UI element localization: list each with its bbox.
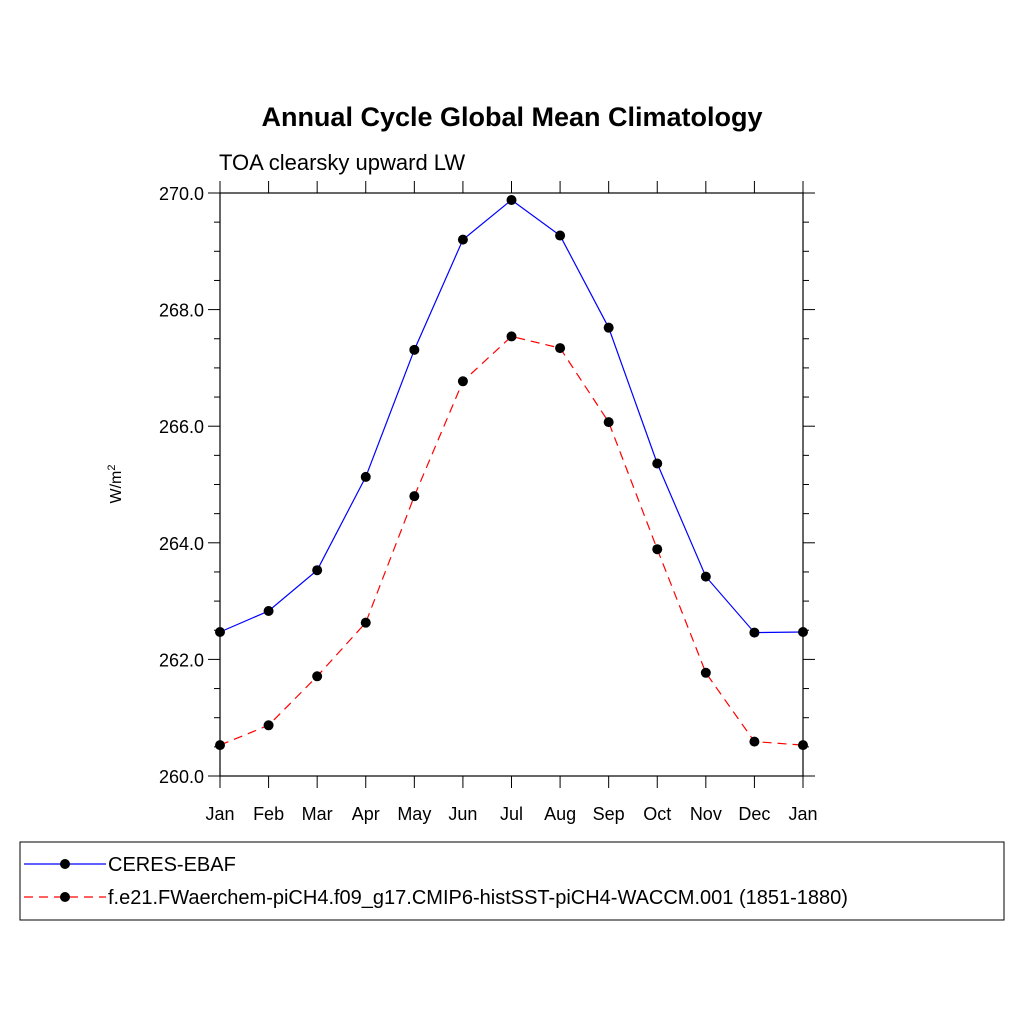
data-point — [652, 458, 663, 469]
data-point — [263, 720, 274, 731]
data-point — [360, 617, 371, 628]
data-point — [749, 736, 760, 747]
y-tick-label: 262.0 — [159, 650, 204, 670]
data-point — [749, 627, 760, 638]
series-line — [219, 199, 804, 634]
data-point — [652, 544, 663, 555]
legend-label: CERES-EBAF — [108, 854, 236, 876]
x-tick-label: Nov — [690, 804, 722, 824]
data-point — [215, 626, 225, 637]
plot-border — [219, 192, 804, 777]
x-tick-label: Apr — [352, 804, 380, 824]
legend-box — [19, 841, 1005, 921]
legend-marker — [60, 892, 70, 902]
x-tick-label: Aug — [544, 804, 576, 824]
data-point — [312, 565, 323, 576]
x-tick-label: Oct — [643, 804, 671, 824]
x-axis: Jan Feb Mar Apr May Jun Jul Aug Sep Oct Nov Dec Jan — [205, 181, 818, 824]
y-axis-label-unit: W/m — [108, 471, 125, 504]
data-point — [555, 230, 566, 241]
data-point — [700, 571, 711, 582]
series-line — [219, 335, 804, 746]
data-point — [506, 331, 517, 342]
x-tick-label: Sep — [593, 804, 625, 824]
legend-label: f.e21.FWaerchem-piCH4.f09_g17.CMIP6-hist… — [108, 887, 848, 909]
data-point — [409, 491, 420, 502]
legend-entry-2: f.e21.FWaerchem-piCH4.f09_g17.CMIP6-hist… — [24, 887, 848, 909]
y-axis: 260.0 262.0 264.0 266.0 268.0 270.0 — [159, 184, 815, 787]
legend-marker — [60, 859, 70, 869]
chart-title: Annual Cycle Global Mean Climatology — [261, 102, 762, 132]
y-axis-label: W/m2 — [106, 465, 125, 504]
data-point — [603, 322, 614, 333]
y-axis-label-superscript: 2 — [106, 465, 118, 471]
data-point — [603, 417, 614, 428]
x-tick-label: Jan — [788, 804, 817, 824]
y-tick-label: 264.0 — [159, 534, 204, 554]
data-point — [360, 471, 371, 482]
x-tick-label: Feb — [253, 804, 284, 824]
x-tick-label: Jun — [448, 804, 477, 824]
x-tick-label: Jan — [205, 804, 234, 824]
data-point — [457, 234, 468, 245]
series-layer — [215, 194, 808, 751]
legend: CERES-EBAF f.e21.FWaerchem-piCH4.f09_g17.… — [19, 841, 1005, 921]
plot-frame — [219, 192, 804, 777]
x-tick-label: Mar — [302, 804, 333, 824]
data-point — [798, 626, 808, 637]
y-tick-label: 266.0 — [159, 417, 204, 437]
data-point — [700, 667, 711, 678]
x-tick-label: Jul — [500, 804, 523, 824]
x-tick-label: Dec — [738, 804, 770, 824]
data-point — [457, 376, 468, 387]
data-point — [215, 740, 225, 751]
data-point — [312, 671, 323, 682]
y-tick-label: 260.0 — [159, 767, 204, 787]
legend-entry-1: CERES-EBAF — [24, 854, 236, 876]
series-2 — [215, 331, 808, 751]
y-tick-label: 268.0 — [159, 301, 204, 321]
data-point — [263, 606, 274, 617]
chart-subtitle: TOA clearsky upward LW — [219, 150, 465, 175]
y-tick-label: 270.0 — [159, 184, 204, 204]
data-point — [506, 194, 517, 205]
data-point — [798, 740, 808, 751]
x-tick-label: May — [397, 804, 431, 824]
data-point — [555, 343, 566, 354]
data-point — [409, 344, 420, 355]
series-1 — [215, 194, 808, 638]
